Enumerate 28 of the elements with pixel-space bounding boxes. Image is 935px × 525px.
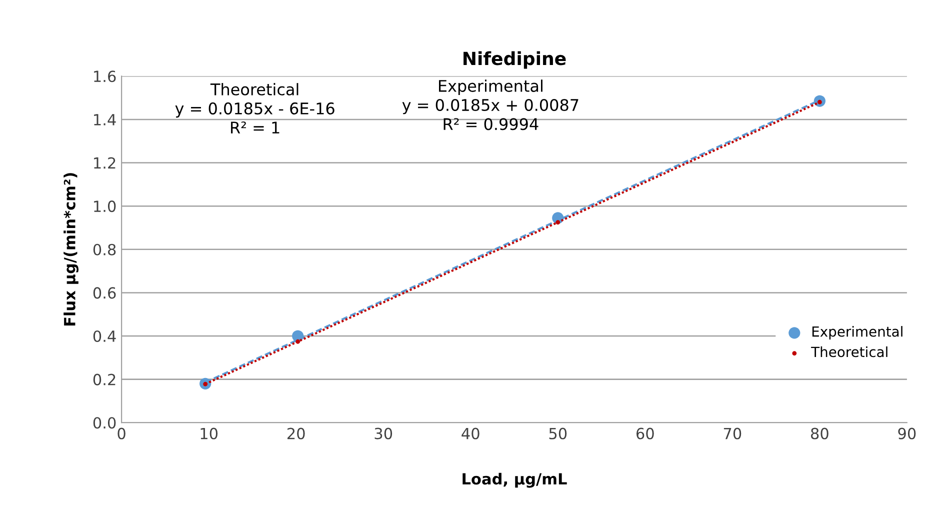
point — [296, 339, 300, 344]
x-tick-label: 30 — [374, 428, 392, 440]
point — [556, 220, 560, 224]
x-tick-label: 40 — [462, 428, 480, 440]
x-tick-label: 70 — [724, 428, 742, 440]
x-tick-label: 60 — [636, 428, 654, 440]
x-tick-label: 10 — [200, 428, 218, 440]
y-tick-label: 0.0 — [93, 417, 116, 429]
legend-label: Theoretical — [811, 346, 888, 358]
y-tick-label: 0.4 — [93, 330, 116, 342]
x-tick-label: 50 — [549, 428, 567, 440]
y-tick-label: 0.8 — [93, 244, 116, 256]
y-tick-label: 1.0 — [94, 200, 116, 212]
x-tick-label: 80 — [811, 428, 828, 440]
x-axis-title: Load, µg/mL — [462, 472, 567, 488]
chart-title: Nifedipine — [464, 51, 566, 69]
y-tick-label: 0.6 — [93, 287, 116, 299]
annotation: Theoretical y = 0.0185x - 6E-16 R² = 1 — [175, 83, 334, 134]
y-tick-label: 1.6 — [94, 70, 116, 82]
y-axis-title: Flux µg/(min*cm²) — [64, 173, 79, 326]
y-tick-label: 1.2 — [94, 157, 116, 169]
x-tick-label: 20 — [287, 428, 305, 440]
annotation: Experimental y = 0.0185x + 0.0087 R² = 0.9994 — [402, 80, 578, 130]
y-tick-label: 1.4 — [94, 114, 116, 126]
legend-label: Experimental — [812, 326, 902, 340]
x-tick-label: 90 — [898, 428, 916, 440]
y-tick-label: 0.2 — [93, 374, 116, 386]
x-tick-label: 0 — [118, 428, 126, 440]
